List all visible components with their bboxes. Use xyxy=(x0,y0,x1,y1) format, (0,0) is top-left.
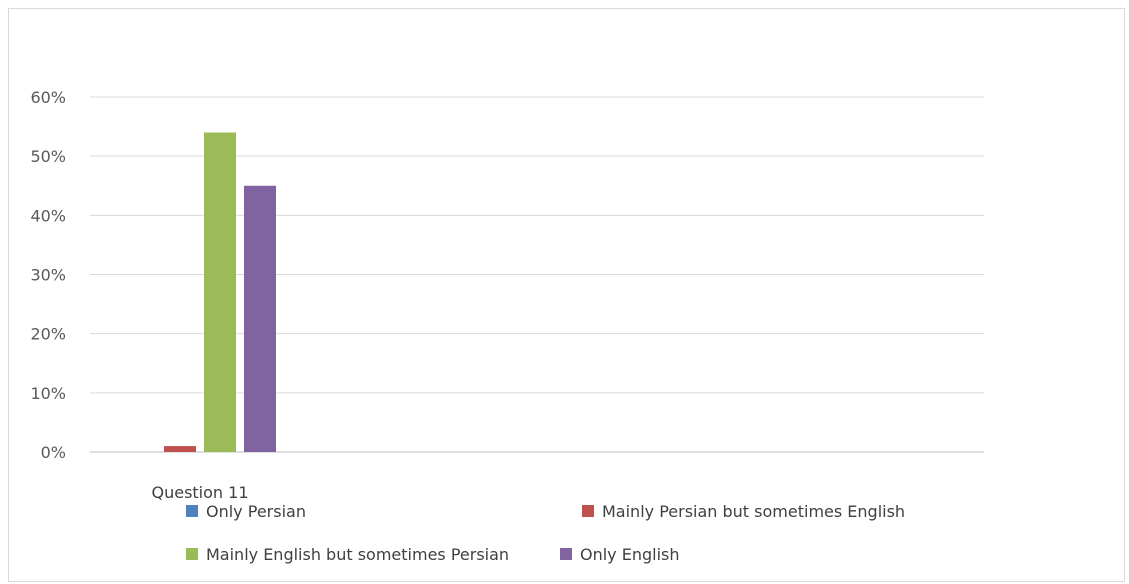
legend-swatch xyxy=(186,505,198,517)
legend-label: Mainly English but sometimes Persian xyxy=(206,545,509,564)
legend-swatch xyxy=(582,505,594,517)
bar-3 xyxy=(204,132,236,452)
y-tick-label: 0% xyxy=(41,443,66,462)
legend-swatch xyxy=(186,548,198,560)
legend-label: Only Persian xyxy=(206,502,306,521)
y-tick-label: 20% xyxy=(30,325,66,344)
bar-4 xyxy=(244,185,276,452)
y-tick-label: 40% xyxy=(30,206,66,225)
legend: Only Persian Mainly Persian but sometimes… xyxy=(186,502,905,564)
x-category-label: Question 11 xyxy=(151,483,248,502)
legend-label: Mainly Persian but sometimes English xyxy=(602,502,905,521)
y-tick-label: 10% xyxy=(30,384,66,403)
legend-label: Only English xyxy=(580,545,680,564)
legend-swatch xyxy=(560,548,572,560)
y-axis: 0% 10% 20% 30% 40% 50% 60% xyxy=(30,88,66,462)
chart-frame xyxy=(8,8,1125,582)
bar-2 xyxy=(164,446,196,452)
y-tick-label: 30% xyxy=(30,266,66,285)
x-axis: Question 11 xyxy=(151,483,248,502)
bars xyxy=(164,132,276,452)
gridlines xyxy=(90,96,984,453)
y-tick-label: 50% xyxy=(30,147,66,166)
y-tick-label: 60% xyxy=(30,88,66,107)
